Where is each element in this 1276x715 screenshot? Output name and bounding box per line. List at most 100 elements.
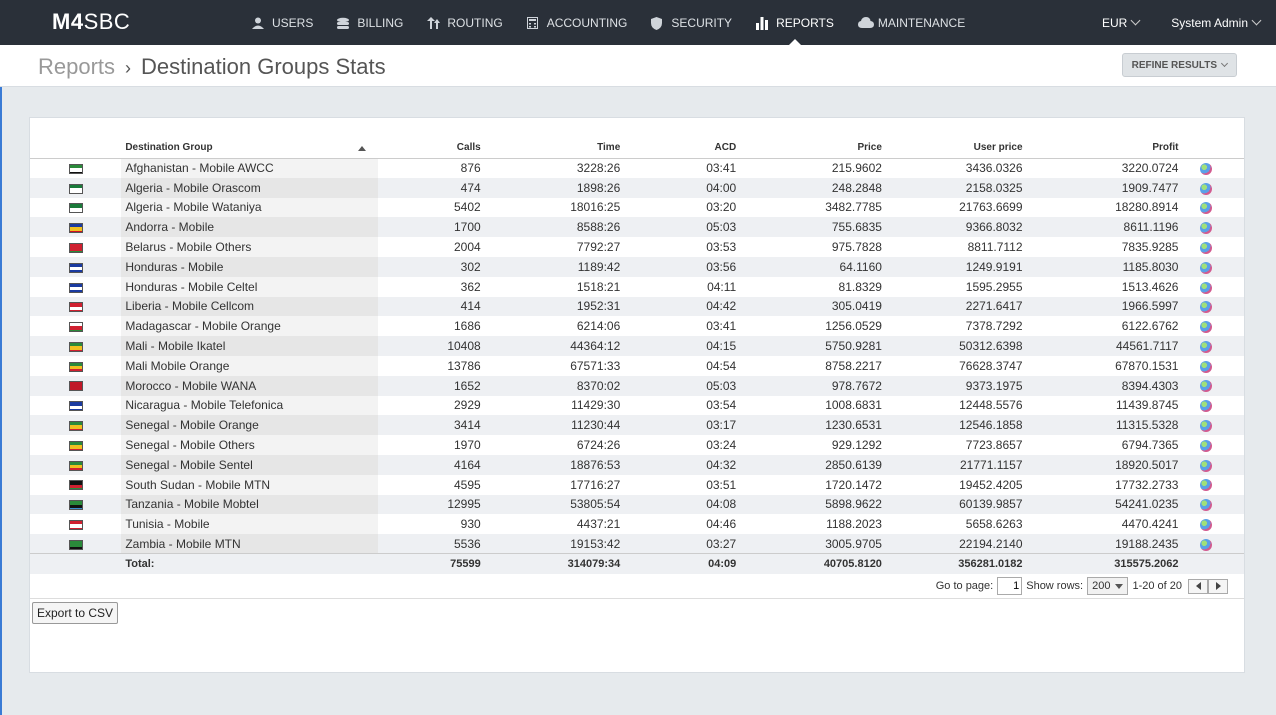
table-row: Afghanistan - Mobile AWCC 876 3228:26 03:41… [30,158,1244,178]
nav-maintenance[interactable]: MAINTENANCE [846,0,977,45]
globe-icon[interactable] [1200,340,1213,353]
globe-icon[interactable] [1200,202,1213,215]
cell-profit: 6794.7365 [1121,438,1179,453]
cell-calls: 362 [460,279,481,294]
total-time: 314079:34 [488,553,629,574]
country-flag-icon [68,480,83,491]
flag-cell [30,396,121,416]
cell-user-price: 60139.9857 [889,494,1031,515]
logo[interactable]: M4SBC [52,9,131,34]
table-row: Senegal - Mobile Sentel 4164 18876:53 04:32… [30,454,1244,475]
cell-profit: 1909.7477 [1030,177,1187,198]
cell-time: 18016:25 [570,200,621,215]
prev-page-button[interactable] [1188,578,1208,594]
header-price[interactable]: Price [744,138,890,159]
globe-icon[interactable] [1200,519,1213,532]
flag-cell [30,256,122,277]
actions-cell [1186,375,1244,396]
globe-icon[interactable] [1200,479,1213,492]
calculator-icon [526,16,541,29]
globe-icon[interactable] [1200,162,1213,175]
cell-time: 17716:27 [570,477,621,492]
actions-cell [1186,356,1244,376]
rows-per-page-select[interactable]: 200 [1087,577,1129,595]
header-profit[interactable]: Profit [1030,138,1187,159]
header-user-price[interactable]: User price [889,138,1031,159]
cell-price: 1720.1472 [825,477,882,492]
export-csv-button[interactable]: Export to CSV [32,602,119,624]
cell-price: 81.8329 [838,279,882,294]
total-profit: 315575.2062 [1030,553,1187,574]
country-flag-icon [68,183,83,194]
destination-group-name: Afghanistan - Mobile AWCC [121,158,378,178]
cell-user-price: 2158.0325 [889,177,1031,198]
cell-user-price: 7378.7292 [965,319,1023,334]
total-label: Total: [121,553,378,574]
table-row: Senegal - Mobile Orange 3414 11230:44 03:17… [30,415,1244,436]
globe-icon[interactable] [1200,360,1213,373]
globe-icon[interactable] [1200,400,1213,413]
left-accent-bar [0,45,2,715]
destination-group-name: Algeria - Mobile Wataniya [121,197,378,218]
globe-icon[interactable] [1200,261,1213,274]
table-row: Senegal - Mobile Others 1970 6724:26 03:24 9… [30,435,1244,455]
cell-time: 1898:26 [488,177,629,198]
nav-accounting[interactable]: ACCOUNTING [515,0,640,45]
globe-icon[interactable] [1200,222,1213,235]
cell-acd: 03:27 [628,534,745,554]
globe-icon[interactable] [1200,182,1213,195]
nav-reports[interactable]: REPORTS [744,0,846,45]
destination-group-name: Tanzania - Mobile Mobtel [121,494,378,515]
cell-acd: 03:24 [706,438,737,453]
table-row: Morocco - Mobile WANA 1652 8370:02 05:03 978… [30,375,1244,396]
next-page-button[interactable] [1208,578,1228,594]
globe-icon[interactable] [1200,301,1213,314]
header-acd[interactable]: ACD [628,138,745,159]
breadcrumb-root[interactable]: Reports [38,54,116,79]
globe-icon[interactable] [1200,439,1213,452]
main-nav: USERS BILLING ROUTING ACCOUNTING SECURITY REP… [240,0,977,45]
currency-dropdown[interactable]: EUR [1086,0,1155,45]
user-menu[interactable]: System Admin [1155,0,1276,45]
header-calls[interactable]: Calls [377,138,489,159]
nav-routing[interactable]: ROUTING [415,0,514,45]
breadcrumb-separator: › [125,58,132,78]
destination-group-name: Honduras - Mobile [121,256,378,277]
cell-user-price: 8811.7112 [967,240,1023,255]
globe-icon[interactable] [1200,459,1213,472]
header-time[interactable]: Time [488,138,629,159]
table-row: Mali Mobile Orange 13786 67571:33 04:54 8758… [30,355,1244,376]
globe-icon[interactable] [1200,321,1213,334]
country-flag-icon [68,163,83,174]
nav-security[interactable]: SECURITY [639,0,744,45]
globe-icon[interactable] [1200,538,1213,551]
cell-calls: 4164 [377,454,489,475]
arrow-right-icon [1215,582,1221,590]
globe-icon[interactable] [1200,499,1213,512]
globe-icon[interactable] [1200,420,1213,433]
globe-icon[interactable] [1200,380,1213,393]
globe-icon[interactable] [1200,281,1213,294]
cell-time: 1518:21 [576,279,621,294]
actions-cell [1186,415,1244,436]
page-header: Reports › Destination Groups Stats REFINE … [0,45,1276,87]
globe-icon[interactable] [1200,241,1213,254]
destination-group-name: Senegal - Mobile Sentel [121,454,378,475]
cell-profit: 54241.0235 [1030,494,1187,515]
pagination: Go to page: Show rows: 200 1-20 of 20 [936,575,1228,597]
cell-profit: 7835.9285 [1121,240,1179,255]
actions-cell [1186,435,1244,455]
cell-profit: 1513.4626 [1121,279,1179,294]
cell-price: 978.7672 [744,375,890,396]
actions-cell [1186,237,1244,257]
nav-users[interactable]: USERS [240,0,325,45]
header-destination-group[interactable]: Destination Group [121,138,378,159]
chevron-down-icon [1220,59,1229,68]
nav-billing[interactable]: BILLING [325,0,415,45]
flag-cell [30,158,121,178]
cell-time: 8370:02 [488,375,629,396]
refine-results-button[interactable]: REFINE RESULTS [1121,53,1237,77]
goto-page-input[interactable] [997,577,1023,595]
flag-cell [30,454,122,475]
actions-cell [1186,494,1244,515]
